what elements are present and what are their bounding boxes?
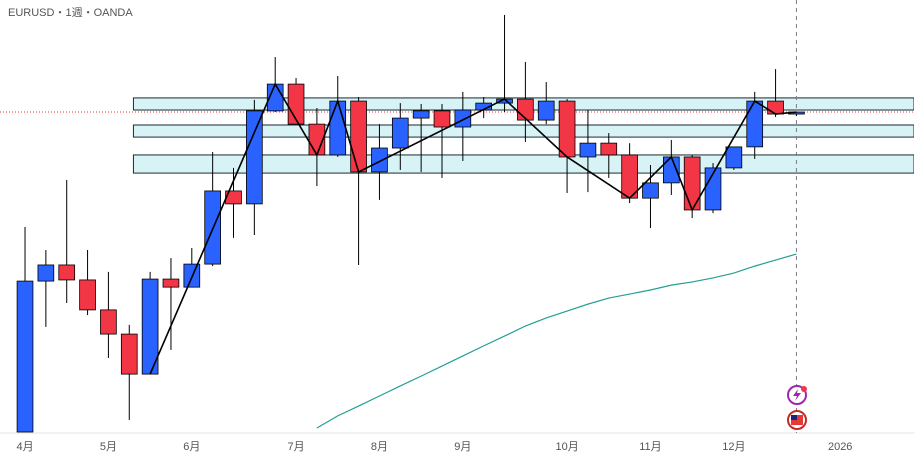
- candle-body: [725, 146, 743, 169]
- zone: [132, 124, 914, 138]
- candle-body: [454, 109, 472, 128]
- candle-body: [642, 182, 659, 199]
- candle-body: [120, 333, 138, 375]
- candle-body: [558, 100, 576, 158]
- x-tick-label: 6月: [183, 441, 200, 453]
- candle-body: [100, 309, 117, 335]
- candle-body: [412, 110, 430, 119]
- zigzag: [149, 82, 797, 375]
- candle-body: [37, 264, 55, 282]
- x-tick-label: 9月: [454, 441, 471, 453]
- x-tick-label: 4月: [16, 441, 33, 453]
- candle-body: [433, 110, 451, 128]
- x-tick-label: 5月: [100, 441, 117, 453]
- plot: [0, 0, 914, 433]
- candle-body: [162, 278, 180, 288]
- candle-body: [683, 156, 701, 211]
- x-tick-label: 11月: [639, 441, 661, 453]
- x-tick-label: 8月: [371, 441, 388, 453]
- candle-body: [391, 117, 409, 149]
- candle-body: [600, 142, 618, 156]
- x-tick-label: 12月: [722, 441, 745, 453]
- candle-body: [329, 100, 347, 156]
- candle-body: [767, 100, 784, 115]
- event-icons: [787, 385, 807, 430]
- candle-body: [517, 98, 534, 121]
- x-tick-label: 2026: [828, 441, 852, 453]
- candle-body: [579, 142, 597, 158]
- candle-body: [537, 100, 555, 121]
- candle-body: [371, 147, 388, 173]
- flag-canton: [791, 415, 797, 420]
- x-tick-label: 7月: [287, 441, 304, 453]
- candle-body: [79, 279, 96, 311]
- lightning: [793, 389, 801, 401]
- moving-average: [316, 253, 797, 429]
- candle-body: [16, 280, 34, 433]
- x-tick-label: 10月: [555, 441, 578, 453]
- candle-body: [58, 264, 76, 281]
- candle-body: [746, 100, 764, 148]
- candle-body: [350, 100, 367, 173]
- chart-title: EURUSD・1週・OANDA: [8, 6, 133, 19]
- badge: [801, 386, 807, 392]
- candle-body: [246, 110, 263, 205]
